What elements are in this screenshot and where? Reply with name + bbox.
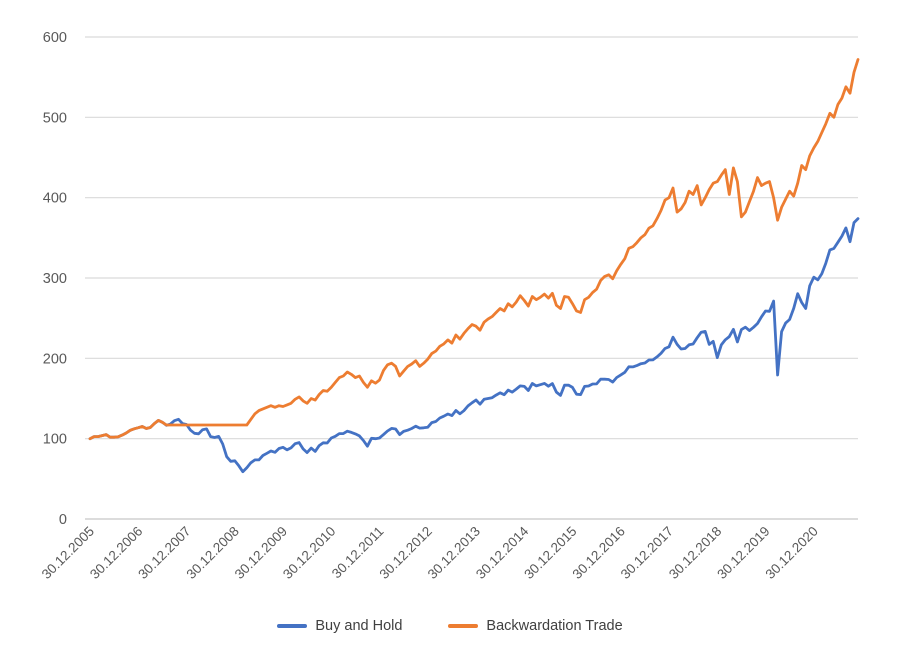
- chart-legend: Buy and Hold Backwardation Trade: [0, 618, 900, 634]
- legend-item-backwardation-trade: Backwardation Trade: [448, 618, 623, 634]
- y-axis-tick-label: 300: [43, 271, 67, 287]
- chart-svg: 010020030040050060030.12.200530.12.20063…: [39, 30, 860, 582]
- legend-label: Backwardation Trade: [486, 618, 623, 634]
- legend-item-buy-and-hold: Buy and Hold: [277, 618, 402, 634]
- y-axis-tick-label: 600: [43, 30, 67, 46]
- x-axis-tick-label: 30.12.2020: [763, 524, 821, 582]
- y-axis-tick-label: 400: [43, 191, 67, 207]
- legend-label: Buy and Hold: [315, 618, 403, 634]
- y-axis-tick-label: 500: [43, 110, 67, 126]
- series-line-buy-and-hold: [88, 217, 860, 474]
- legend-line-marker-blue: [277, 624, 308, 628]
- legend-line-marker-orange: [448, 624, 479, 628]
- x-axis-tick-label: 30.12.2010: [280, 524, 338, 582]
- y-axis-tick-label: 100: [43, 432, 67, 448]
- y-axis-tick-label: 200: [43, 351, 67, 367]
- series-line-backwardation-trade: [88, 58, 860, 441]
- y-axis-tick-label: 0: [59, 512, 67, 528]
